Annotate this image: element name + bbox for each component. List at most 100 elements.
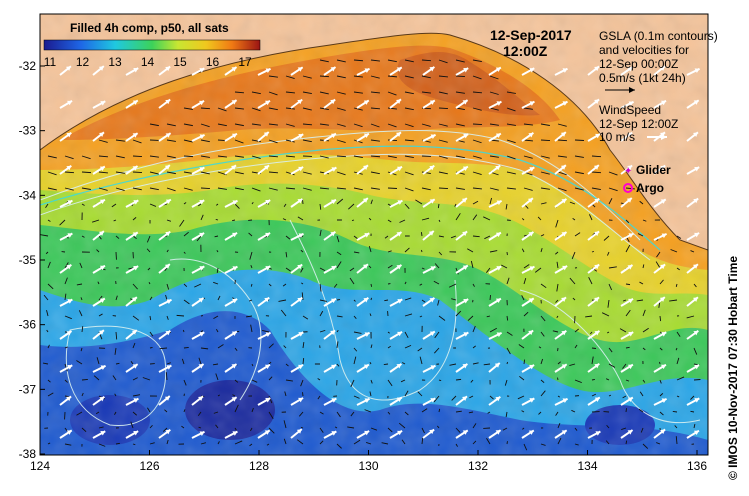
wind-arrowhead — [395, 132, 401, 137]
velocity-arrow — [132, 217, 137, 221]
velocity-arrow — [132, 377, 138, 381]
colorbar-title: Filled 4h comp, p50, all sats — [70, 21, 229, 35]
velocity-arrow — [64, 187, 74, 191]
velocity-arrow — [523, 277, 527, 285]
wind-arrowhead — [661, 398, 667, 404]
velocity-arrow — [421, 299, 426, 303]
velocity-arrow — [521, 218, 525, 221]
velocity-arrow — [454, 203, 457, 207]
wind-arrowhead — [660, 264, 666, 270]
wind-arrowhead — [198, 396, 203, 402]
velocity-arrow — [47, 155, 57, 159]
wind-arrowhead — [132, 100, 138, 105]
velocity-arrow — [470, 260, 474, 269]
velocity-arrow — [128, 267, 134, 270]
velocity-arrow — [608, 347, 613, 353]
colorbar-gradient — [43, 39, 261, 51]
velocity-arrow — [521, 248, 525, 253]
velocity-arrow — [350, 379, 355, 387]
velocity-arrow — [438, 59, 448, 64]
velocity-arrow — [404, 139, 415, 142]
velocity-arrow — [251, 155, 261, 159]
wind-arrows — [59, 65, 701, 439]
velocity-arrow — [591, 187, 601, 190]
velocity-arrow — [370, 75, 380, 79]
wind-arrowhead — [529, 167, 535, 172]
wind-arrowhead — [98, 330, 104, 335]
velocity-arrow — [182, 329, 185, 333]
wind-arrowhead — [362, 264, 368, 269]
velocity-arrow — [540, 247, 543, 253]
velocity-arrow — [607, 299, 610, 308]
velocity-arrow — [504, 379, 508, 386]
velocity-arrow — [455, 310, 462, 317]
velocity-arrow — [97, 281, 100, 285]
velocity-arrow — [675, 347, 678, 351]
wind-arrowhead — [132, 166, 138, 171]
velocity-arrow — [540, 202, 547, 205]
velocity-arrow — [268, 187, 278, 191]
wind-arrowhead — [560, 132, 566, 137]
velocity-arrow — [659, 315, 662, 322]
wind-arrowhead — [462, 231, 468, 237]
velocity-arrow — [400, 379, 406, 383]
velocity-arrow — [370, 379, 373, 384]
velocity-arrow — [537, 216, 542, 221]
wind-arrowhead — [429, 199, 435, 204]
velocity-arrow — [166, 187, 176, 192]
velocity-arrow — [450, 235, 457, 239]
velocity-arrow — [619, 328, 627, 333]
wind-arrowhead — [396, 264, 402, 270]
velocity-arrow — [420, 232, 423, 237]
wind-arrowhead — [660, 165, 666, 171]
velocity-arrow — [438, 155, 448, 159]
map-plot-area — [40, 14, 708, 455]
wind-arrowhead — [133, 430, 139, 436]
velocity-arrow — [540, 187, 550, 190]
velocity-arrow — [404, 247, 410, 253]
wind-legend-line1: WindSpeed — [599, 103, 661, 117]
velocity-arrow — [336, 443, 342, 449]
wind-arrowhead — [693, 330, 699, 336]
velocity-arrow — [472, 123, 483, 125]
wind-arrowhead — [463, 298, 469, 304]
velocity-arrow — [268, 283, 272, 287]
velocity-arrow — [402, 362, 406, 365]
wind-arrowhead — [165, 231, 171, 237]
velocity-arrow — [601, 312, 610, 317]
date-label: 12-Sep-2017 — [490, 27, 572, 43]
velocity-arrow — [183, 379, 187, 386]
velocity-arrow — [336, 187, 346, 190]
velocity-arrow — [472, 187, 482, 190]
velocity-arrow — [336, 75, 346, 79]
velocity-arrow — [301, 292, 304, 301]
velocity-arrow — [655, 261, 661, 269]
velocity-arrow — [217, 187, 227, 190]
wind-arrowhead — [594, 297, 600, 303]
velocity-arrow — [489, 197, 492, 205]
velocity-arrow — [250, 324, 253, 333]
velocity-arrow — [251, 139, 261, 143]
velocity-arrow — [557, 361, 561, 365]
velocity-arrow — [574, 344, 578, 349]
wind-arrowhead — [529, 364, 535, 370]
velocity-arrow — [183, 171, 193, 174]
velocity-arrow — [489, 295, 491, 301]
wind-arrowhead — [495, 232, 501, 238]
gsla-legend-line2: and velocities for — [599, 43, 689, 57]
velocity-arrow — [401, 439, 406, 445]
velocity-arrow — [639, 391, 644, 397]
velocity-arrow — [149, 315, 152, 321]
velocity-arrow — [387, 345, 391, 349]
velocity-arrow — [78, 310, 83, 317]
velocity-arrow — [302, 171, 312, 175]
velocity-arrow — [505, 411, 508, 418]
velocity-arrow — [336, 139, 346, 143]
velocity-arrow — [399, 219, 406, 223]
wind-arrowhead — [231, 67, 237, 72]
velocity-arrow — [166, 155, 176, 159]
velocity-arrow — [676, 267, 680, 271]
wind-arrowhead — [364, 68, 370, 73]
colorbar-tick-label: 17 — [238, 55, 252, 69]
velocity-arrow — [93, 375, 100, 381]
